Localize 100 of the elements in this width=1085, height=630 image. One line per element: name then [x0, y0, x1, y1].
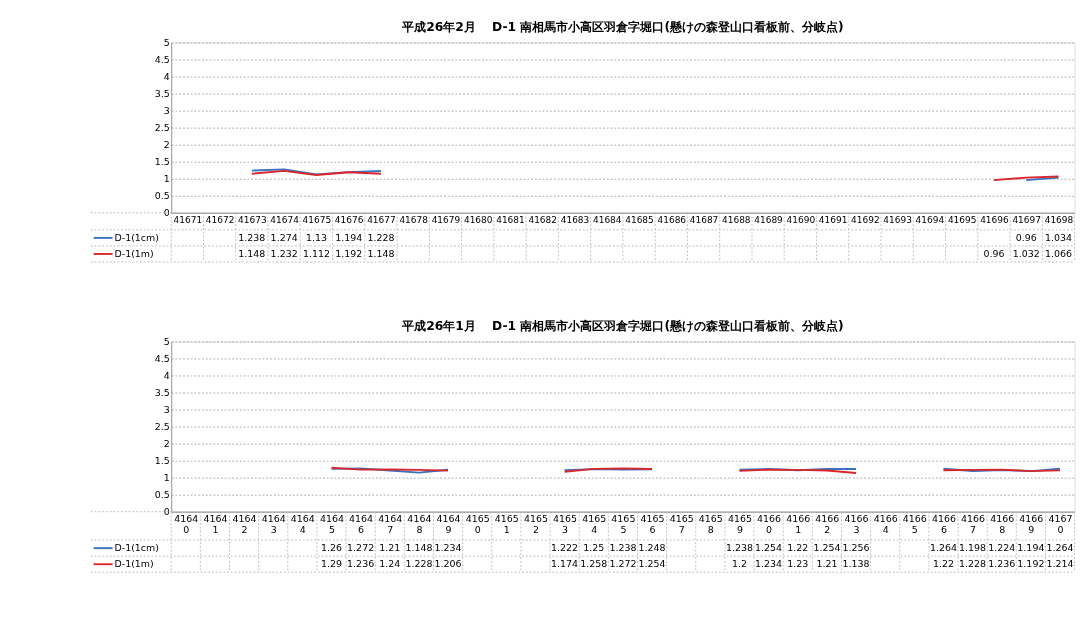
data-label: 1.25 [583, 541, 605, 553]
data-label: 1.26 [320, 541, 342, 553]
x-tick-label: 41682 [528, 214, 557, 225]
data-label: 1.23 [787, 558, 809, 570]
x-tick-label: 41679 [431, 214, 461, 225]
legend-label: D-1(1cm) [114, 231, 159, 243]
data-label: 1.138 [842, 558, 870, 570]
legend-label: D-1(1m) [114, 558, 154, 570]
y-tick-label: 3.5 [154, 87, 170, 99]
data-label: 1.228 [367, 231, 395, 243]
x-tick-label: 41646 [349, 512, 374, 536]
data-label: 1.21 [379, 541, 401, 553]
x-tick-label: 41674 [270, 214, 300, 225]
data-label: 1.258 [580, 558, 608, 570]
x-tick-label: 41672 [205, 214, 235, 225]
y-tick-label: 3 [163, 104, 170, 116]
x-tick-label: 41673 [238, 214, 267, 225]
data-label: 1.232 [270, 247, 298, 259]
x-tick-label: 41693 [883, 214, 912, 225]
y-tick-label: 2 [163, 437, 170, 449]
x-tick-label: 41645 [319, 512, 344, 536]
data-label: 1.112 [302, 247, 330, 259]
data-label: 1.234 [434, 541, 462, 553]
y-tick-label: 4.5 [154, 53, 170, 65]
data-label: 1.224 [988, 541, 1016, 553]
x-tick-label: 41659 [727, 512, 752, 536]
x-tick-label: 41661 [786, 512, 811, 536]
data-label: 1.238 [238, 231, 266, 243]
x-tick-label: 41680 [463, 214, 493, 225]
data-label: 1.236 [988, 558, 1016, 570]
data-label: 1.29 [320, 558, 342, 570]
x-tick-label: 41665 [902, 512, 927, 536]
y-tick-label: 5 [163, 36, 170, 48]
x-tick-label: 41695 [947, 214, 977, 225]
data-label: 1.148 [405, 541, 433, 553]
x-tick-label: 41671 [173, 214, 203, 225]
y-tick-label: 0.5 [154, 190, 170, 202]
x-tick-label: 41649 [436, 512, 461, 536]
x-tick-label: 41696 [980, 214, 1009, 225]
data-label: 1.234 [755, 558, 783, 570]
x-tick-label: 41660 [757, 512, 782, 536]
y-tick-label: 2.5 [154, 420, 170, 432]
chart-title: 平成26年2月 D-1 南相馬市小高区羽倉字堀口(懸けの森登山口看板前、分岐点) [401, 20, 844, 35]
x-tick-label: 41664 [873, 512, 898, 536]
y-tick-label: 5 [163, 335, 170, 347]
x-tick-label: 41686 [657, 214, 687, 225]
x-tick-label: 41647 [378, 512, 403, 536]
data-label: 1.254 [638, 558, 666, 570]
x-tick-label: 41656 [640, 512, 665, 536]
data-label: 0.96 [1015, 231, 1037, 243]
y-tick-label: 3.5 [154, 386, 170, 398]
x-tick-label: 41667 [961, 512, 986, 536]
data-label: 1.174 [551, 558, 579, 570]
y-tick-label: 1.5 [154, 454, 170, 466]
x-tick-label: 41662 [815, 512, 840, 536]
data-label: 1.13 [305, 231, 327, 243]
y-tick-label: 0 [163, 506, 170, 518]
x-tick-label: 41668 [990, 512, 1015, 536]
y-tick-label: 0 [163, 207, 170, 219]
x-tick-label: 41663 [844, 512, 869, 536]
data-label: 1.032 [1012, 247, 1040, 259]
x-tick-label: 41652 [523, 512, 548, 536]
y-tick-label: 4.5 [154, 352, 170, 364]
x-tick-label: 41655 [611, 512, 636, 536]
x-tick-label: 41678 [399, 214, 429, 225]
x-tick-label: 41641 [203, 512, 228, 536]
data-label: 1.148 [367, 247, 395, 259]
x-tick-label: 41690 [786, 214, 816, 225]
x-tick-label: 41688 [722, 214, 751, 225]
data-label: 1.21 [816, 558, 838, 570]
data-label: 1.22 [932, 558, 954, 570]
data-label: 1.264 [929, 541, 957, 553]
data-label: 1.198 [959, 541, 987, 553]
x-tick-label: 41658 [698, 512, 723, 536]
legend-label: D-1(1m) [114, 247, 154, 259]
data-label: 1.206 [434, 558, 462, 570]
data-label: 1.272 [347, 541, 375, 553]
x-tick-label: 41648 [407, 512, 432, 536]
data-label: 1.228 [959, 558, 987, 570]
x-tick-label: 41676 [334, 214, 364, 225]
data-label: 1.274 [270, 231, 298, 243]
y-tick-label: 1 [163, 173, 170, 185]
data-label: 1.034 [1044, 231, 1072, 243]
data-label: 1.256 [842, 541, 870, 553]
y-tick-label: 4 [163, 70, 170, 82]
x-tick-label: 41675 [302, 214, 332, 225]
x-tick-label: 41689 [754, 214, 784, 225]
data-label: 1.254 [813, 541, 841, 553]
data-label: 1.194 [335, 231, 363, 243]
data-label: 1.194 [1017, 541, 1045, 553]
x-tick-label: 41640 [174, 512, 199, 536]
data-label: 1.254 [755, 541, 783, 553]
x-tick-label: 41681 [496, 214, 525, 225]
data-label: 1.264 [1046, 541, 1074, 553]
data-label: 0.96 [983, 247, 1005, 259]
x-tick-label: 41657 [669, 512, 694, 536]
data-label: 1.24 [379, 558, 401, 570]
data-label: 1.22 [787, 541, 809, 553]
chart-title: 平成26年1月 D-1 南相馬市小高区羽倉字堀口(懸けの森登山口看板前、分岐点) [401, 319, 844, 334]
y-tick-label: 2.5 [154, 121, 170, 133]
